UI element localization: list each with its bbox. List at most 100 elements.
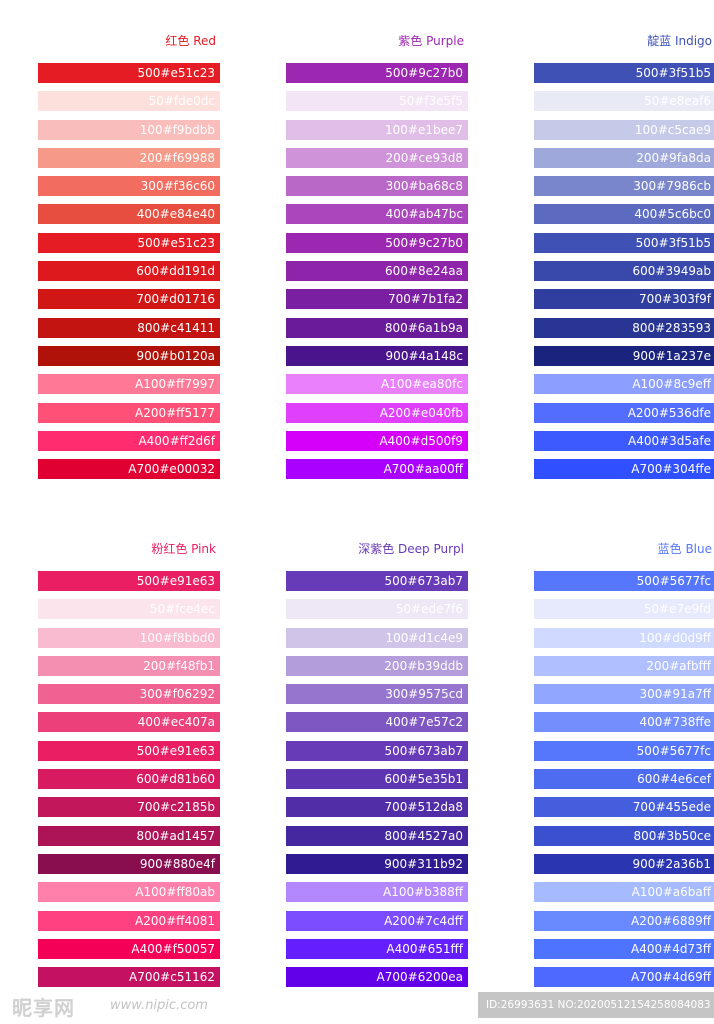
color-swatch: 900#4a148c bbox=[286, 345, 468, 366]
color-swatch: 600#5e35b1 bbox=[286, 769, 468, 790]
color-swatch: 500#5677fc bbox=[534, 571, 714, 591]
color-swatch: A700#c51162 bbox=[38, 967, 220, 988]
color-swatch: A700#6200ea bbox=[286, 967, 468, 988]
color-swatch: A400#ff2d6f bbox=[38, 430, 220, 451]
palette-purple: 紫色 Purple 500#9c27b0 50#f3e5f5 100#e1bee7 20… bbox=[286, 31, 468, 487]
palette-title: 深紫色 Deep Purpl bbox=[358, 542, 464, 556]
color-swatch: 900#2a36b1 bbox=[534, 853, 714, 874]
color-swatch: A200#e040fb bbox=[286, 402, 468, 423]
color-swatch: 400#738ffe bbox=[534, 712, 714, 733]
color-swatch: 700#7b1fa2 bbox=[286, 289, 468, 310]
color-swatch: 100#d1c4e9 bbox=[286, 627, 468, 648]
color-swatch: 400#e84e40 bbox=[38, 204, 220, 225]
palette-blue: 蓝色 Blue 500#5677fc 50#e7e9fd 100#d0d9ff 200#… bbox=[534, 539, 714, 995]
color-swatch: A100#ff80ab bbox=[38, 882, 220, 903]
color-swatch: A700#e00032 bbox=[38, 459, 220, 480]
color-swatch: 300#9575cd bbox=[286, 684, 468, 705]
color-swatch: 900#b0120a bbox=[38, 345, 220, 366]
color-swatch: A200#7c4dff bbox=[286, 910, 468, 931]
color-swatch: A400#f50057 bbox=[38, 938, 220, 959]
palette-title: 紫色 Purple bbox=[398, 34, 464, 48]
color-swatch: 50#f3e5f5 bbox=[286, 91, 468, 112]
color-swatch: A200#ff4081 bbox=[38, 910, 220, 931]
color-swatch: A400#4d73ff bbox=[534, 938, 714, 959]
color-swatch: 200#f69988 bbox=[38, 147, 220, 168]
color-swatch: 400#ab47bc bbox=[286, 204, 468, 225]
color-swatch: 100#f8bbd0 bbox=[38, 627, 220, 648]
color-swatch: 500#673ab7 bbox=[286, 571, 468, 591]
palette-title: 蓝色 Blue bbox=[657, 542, 712, 556]
color-swatch: A400#651fff bbox=[286, 938, 468, 959]
color-swatch: A700#aa00ff bbox=[286, 459, 468, 480]
color-swatch: 200#b39ddb bbox=[286, 655, 468, 676]
color-swatch: 500#3f51b5 bbox=[534, 232, 714, 253]
color-swatch: 800#283593 bbox=[534, 317, 714, 338]
color-swatch: A400#3d5afe bbox=[534, 430, 714, 451]
color-swatch: 600#3949ab bbox=[534, 261, 714, 282]
color-swatch: A200#6889ff bbox=[534, 910, 714, 931]
color-swatch: 300#f36c60 bbox=[38, 176, 220, 197]
color-swatch: 200#9fa8da bbox=[534, 147, 714, 168]
color-swatch: 700#512da8 bbox=[286, 797, 468, 818]
color-swatch: 500#3f51b5 bbox=[534, 63, 714, 83]
color-swatch: 500#e91e63 bbox=[38, 740, 220, 761]
color-swatch: 900#311b92 bbox=[286, 853, 468, 874]
color-swatch: 500#673ab7 bbox=[286, 740, 468, 761]
color-swatch: 800#ad1457 bbox=[38, 825, 220, 846]
color-swatch: 50#e7e9fd bbox=[534, 599, 714, 620]
color-swatch: 50#fce4ec bbox=[38, 599, 220, 620]
palette-title: 红色 Red bbox=[165, 34, 216, 48]
color-swatch: 500#e91e63 bbox=[38, 571, 220, 591]
color-swatch: 100#f9bdbb bbox=[38, 119, 220, 140]
palette-deep-purple: 深紫色 Deep Purpl 500#673ab7 50#ede7f6 100#d1c… bbox=[286, 539, 468, 995]
color-swatch: A700#304ffe bbox=[534, 459, 714, 480]
color-swatch: 300#f06292 bbox=[38, 684, 220, 705]
color-swatch: 900#1a237e bbox=[534, 345, 714, 366]
color-swatch: 300#91a7ff bbox=[534, 684, 714, 705]
color-swatch: 700#303f9f bbox=[534, 289, 714, 310]
watermark-id: ID:26993631 NO:20200512154258084083 bbox=[478, 992, 714, 1018]
color-swatch: 700#d01716 bbox=[38, 289, 220, 310]
palette-title: 粉红色 Pink bbox=[151, 542, 216, 556]
color-swatch: 600#4e6cef bbox=[534, 769, 714, 790]
color-swatch: A200#ff5177 bbox=[38, 402, 220, 423]
color-swatch: 400#5c6bc0 bbox=[534, 204, 714, 225]
color-swatch: A100#ff7997 bbox=[38, 374, 220, 395]
color-swatch: 400#ec407a bbox=[38, 712, 220, 733]
palette-indigo: 靛蓝 Indigo 500#3f51b5 50#e8eaf6 100#c5cae9 20… bbox=[534, 31, 714, 487]
color-swatch: A100#ea80fc bbox=[286, 374, 468, 395]
color-swatch: A100#8c9eff bbox=[534, 374, 714, 395]
color-swatch: 600#8e24aa bbox=[286, 261, 468, 282]
color-swatch: 400#7e57c2 bbox=[286, 712, 468, 733]
color-swatch: 800#c41411 bbox=[38, 317, 220, 338]
watermark-url: www.nipic.com bbox=[110, 998, 208, 1013]
color-swatch: A200#536dfe bbox=[534, 402, 714, 423]
color-swatch: 800#4527a0 bbox=[286, 825, 468, 846]
color-swatch: 500#5677fc bbox=[534, 740, 714, 761]
color-swatch: 100#d0d9ff bbox=[534, 627, 714, 648]
color-swatch: 700#c2185b bbox=[38, 797, 220, 818]
color-swatch: 900#880e4f bbox=[38, 853, 220, 874]
color-swatch: A700#4d69ff bbox=[534, 967, 714, 988]
color-swatch: 300#ba68c8 bbox=[286, 176, 468, 197]
color-swatch: 500#e51c23 bbox=[38, 63, 220, 83]
color-swatch: 600#dd191d bbox=[38, 261, 220, 282]
color-swatch: 200#ce93d8 bbox=[286, 147, 468, 168]
watermark-logo: 昵享网 bbox=[12, 996, 75, 1020]
color-swatch: 100#c5cae9 bbox=[534, 119, 714, 140]
color-swatch: 600#d81b60 bbox=[38, 769, 220, 790]
color-swatch: 100#e1bee7 bbox=[286, 119, 468, 140]
color-swatch: A100#b388ff bbox=[286, 882, 468, 903]
palette-red: 红色 Red 500#e51c23 50#fde0dc 100#f9bdbb 200#f… bbox=[38, 31, 220, 487]
color-swatch: A100#a6baff bbox=[534, 882, 714, 903]
color-swatch: 500#9c27b0 bbox=[286, 63, 468, 83]
color-swatch: 50#ede7f6 bbox=[286, 599, 468, 620]
color-swatch: 50#e8eaf6 bbox=[534, 91, 714, 112]
palette-pink: 粉红色 Pink 500#e91e63 50#fce4ec 100#f8bbd0 200… bbox=[38, 539, 220, 995]
color-swatch: 500#e51c23 bbox=[38, 232, 220, 253]
color-swatch: A400#d500f9 bbox=[286, 430, 468, 451]
color-swatch: 800#3b50ce bbox=[534, 825, 714, 846]
palette-title: 靛蓝 Indigo bbox=[647, 34, 712, 48]
color-swatch: 200#f48fb1 bbox=[38, 655, 220, 676]
color-swatch: 700#455ede bbox=[534, 797, 714, 818]
